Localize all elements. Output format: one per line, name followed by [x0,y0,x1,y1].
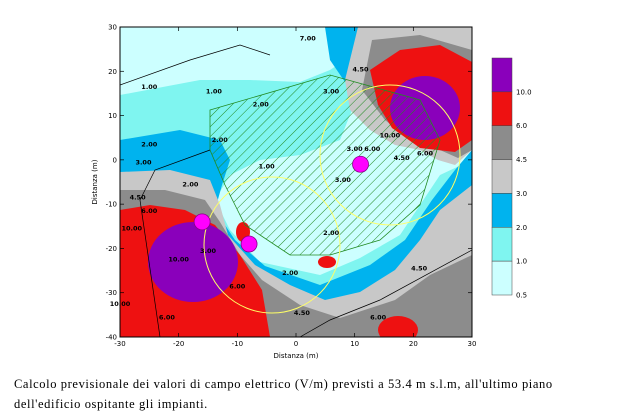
y-tick-label: -20 [106,245,117,253]
structure-line-3 [299,249,472,337]
y-axis-title: Distanza (m) [91,159,99,204]
legend-tick-label: 3.0 [516,190,527,198]
contour-label: 10.00 [168,256,189,264]
contour-label: 4.50 [394,154,411,162]
contour-label: 3.00 [135,158,152,166]
contour-label: 4.50 [294,309,311,317]
contour-label: 2.00 [182,180,199,188]
y-tick-label: 20 [108,68,117,76]
contour-field [120,27,472,337]
hotspot-left-purple [148,222,238,302]
x-tick-label: -10 [232,340,243,348]
x-tick-label: -20 [173,340,184,348]
legend-tick-label: 1.0 [516,258,527,266]
legend-swatch [491,91,513,126]
contour-label: 10.00 [380,132,401,140]
antenna-source-marker [240,235,258,253]
hotspot-bottom-red [378,316,418,337]
range-circle-right [319,84,461,226]
contour-label: 1.00 [141,83,158,91]
contour-label: 6.00 [370,313,387,321]
contour-label: 7.00 [300,34,317,42]
contour-label: 6.00 [229,282,246,290]
y-tick-label: 10 [108,112,117,120]
figure-caption: Calcolo previsionale dei valori di campo… [14,377,553,411]
contour-label: 2.00 [253,101,270,109]
contour-label: 2.00 [282,269,299,277]
contour-label: 3.00 [347,145,364,153]
y-tick-label: -40 [106,334,117,342]
legend-swatch [491,227,513,262]
contour-label: 10.00 [121,225,142,233]
x-axis-ticks: -30 -20 -10 0 10 20 30 [114,27,476,348]
antenna-source-marker [352,155,369,173]
y-tick-label: 30 [108,24,117,32]
colorbar-legend: 0.5 1.0 2.0 3.0 4.5 6.0 10.0 [491,57,532,300]
x-tick-label: 0 [294,340,298,348]
contour-label: 1.00 [259,163,276,171]
contour-label: 2.00 [212,136,229,144]
contour-label: 2.00 [141,141,158,149]
contour-label: 6.00 [364,145,381,153]
x-tick-label: 10 [350,340,359,348]
legend-tick-label: 0.5 [516,292,527,300]
legend-tick-label: 2.0 [516,224,527,232]
contour-labels: 1.00 1.00 1.00 2.00 2.00 2.00 2.00 2.00 2.00 3.00… [110,34,434,321]
legend-swatch [491,125,513,160]
legend-swatch [491,159,513,194]
legend-tick-label: 6.0 [516,122,527,130]
range-circle-left [203,176,341,314]
contour-label: 4.50 [353,65,370,73]
antenna-sources [193,155,369,253]
contour-label: 3.00 [323,87,340,95]
building-hatch [209,74,441,256]
x-tick-label: 30 [468,340,477,348]
legend-swatch [491,57,513,93]
y-tick-label: 0 [113,156,117,164]
contour-label: 6.00 [417,149,434,157]
y-axis-ticks: -40 -30 -20 -10 0 10 20 30 [106,24,472,342]
y-tick-label: -10 [106,201,117,209]
contour-label: 1.00 [206,87,223,95]
contour-label: 3.00 [200,247,217,255]
x-tick-label: -30 [114,340,125,348]
structure-line-2 [139,149,211,337]
legend-tick-label: 4.5 [516,156,527,164]
contour-label: 6.00 [141,207,158,215]
legend-swatch [491,193,513,228]
contour-label: 3.00 [335,176,352,184]
legend-swatch [491,260,513,296]
contour-label: 4.50 [411,265,428,273]
x-axis-title: Distanza (m) [274,352,319,360]
contour-label: 4.50 [130,194,147,202]
contour-label: 6.00 [159,313,176,321]
antenna-source-marker [193,213,211,231]
electric-field-contour-chart: 1.001.001.002.002.002.002.002.002.003.00… [91,24,532,361]
hotspot-center-red [318,256,336,268]
x-tick-label: 20 [409,340,418,348]
legend-tick-label: 10.0 [516,88,532,96]
y-tick-label: -30 [106,289,117,297]
structure-line-1 [120,44,271,86]
contour-label: 2.00 [323,229,340,237]
